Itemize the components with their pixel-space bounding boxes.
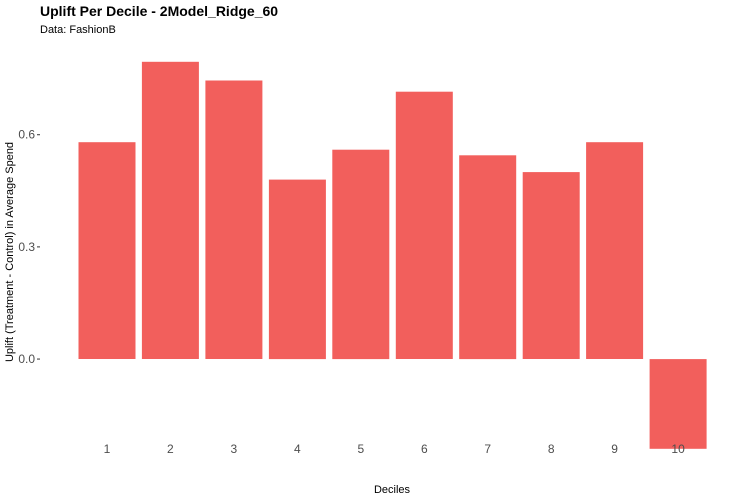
y-axis: 0.0 0.3 0.6 [18,128,40,366]
x-tick-label: 7 [484,442,491,456]
x-tick-label: 9 [611,442,618,456]
y-axis-title: Uplift (Treatment - Control) in Average … [4,142,16,362]
y-tick-label: 0.3 [18,240,35,254]
bar-decile-5 [332,149,390,360]
x-axis: 1 2 3 4 5 6 7 8 9 10 [104,442,685,456]
chart-title: Uplift Per Decile - 2Model_Ridge_60 [40,3,278,19]
x-tick-label: 3 [231,442,238,456]
x-tick-label: 6 [421,442,428,456]
bar-decile-9 [586,142,644,359]
x-tick-label: 10 [671,442,685,456]
bar-decile-4 [268,179,326,360]
x-tick-label: 2 [167,442,174,456]
bar-decile-8 [522,172,580,359]
y-tick-label: 0.0 [18,352,35,366]
x-tick-label: 4 [294,442,301,456]
x-tick-label: 1 [104,442,111,456]
y-tick-label: 0.6 [18,128,35,142]
bar-decile-6 [395,91,453,359]
x-tick-label: 5 [357,442,364,456]
bar-decile-1 [78,142,136,359]
bar-decile-3 [205,80,263,359]
bar-decile-10 [649,359,707,449]
x-tick-label: 8 [548,442,555,456]
bar-decile-2 [141,61,199,360]
chart-subtitle: Data: FashionB [40,24,116,36]
x-axis-title: Deciles [374,484,411,496]
bar-decile-7 [459,155,517,360]
bar-series [78,61,707,449]
